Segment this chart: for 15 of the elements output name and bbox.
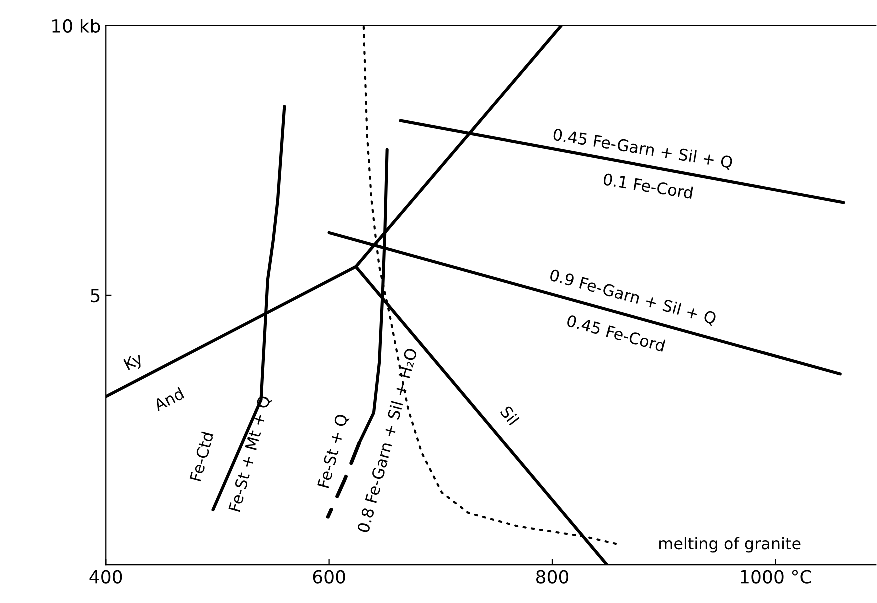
y-tick-label: 10 kb xyxy=(52,19,100,34)
x-tick-label: 800 xyxy=(536,570,569,584)
annotation: Sil xyxy=(500,405,520,426)
annotation: 0.45 Fe-Cord xyxy=(566,314,666,352)
annotation: 0.45 Fe-Garn + Sil + Q xyxy=(552,128,734,170)
annotation: Ky xyxy=(124,352,146,374)
annotation: 0.1 Fe-Cord xyxy=(603,173,694,200)
annotation: Fe-Ctd xyxy=(189,432,214,482)
annotation: And xyxy=(152,387,185,412)
annotation: Fe-St + Q xyxy=(317,414,350,489)
x-tick-label: 1000 °C xyxy=(741,570,812,584)
x-tick-label: 400 xyxy=(90,570,122,584)
annotation: melting of granite xyxy=(660,537,801,553)
y-tick-label: 5 xyxy=(91,289,100,303)
x-tick-label: 600 xyxy=(313,570,346,584)
